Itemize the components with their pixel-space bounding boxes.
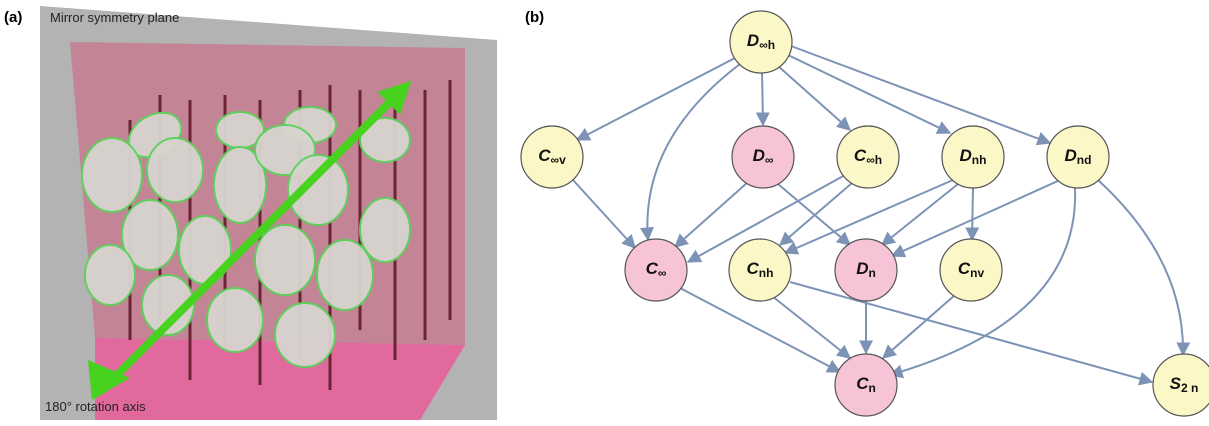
panel-label: (a) xyxy=(4,9,22,26)
panel-a: (a) Mirror symmetry plane 180° rotation … xyxy=(4,6,497,420)
node-subscript: nv xyxy=(970,266,984,280)
node-symbol: C xyxy=(646,259,659,278)
node-label: D∞ xyxy=(753,146,774,167)
node: C∞ xyxy=(624,238,688,302)
node-symbol: C xyxy=(854,146,867,165)
node: Cn xyxy=(834,353,898,417)
rotation-axis xyxy=(97,80,412,395)
node-label: Cn xyxy=(856,374,876,395)
node-subscript: nh xyxy=(972,153,987,167)
node-subscript: ∞ xyxy=(658,266,667,280)
node-circle xyxy=(1152,353,1209,417)
node-label: C∞v xyxy=(538,146,566,167)
node-subscript: ∞h xyxy=(866,153,882,167)
node-symbol: D xyxy=(960,146,972,165)
axis-head xyxy=(88,360,130,400)
node-circle xyxy=(836,125,900,189)
node-circle xyxy=(939,238,1003,302)
node: C∞v xyxy=(520,125,584,189)
node-circle xyxy=(834,353,898,417)
node-symbol: S xyxy=(1170,374,1182,393)
box-bottom xyxy=(95,338,465,420)
panel-label: (b) xyxy=(525,9,544,26)
node-symbol: D xyxy=(753,146,765,165)
node-subscript: ∞ xyxy=(765,153,774,167)
node-label: C∞ xyxy=(646,259,667,280)
node-label: S2 n xyxy=(1170,374,1199,395)
node: Dnd xyxy=(1046,125,1110,189)
node-subscript: n xyxy=(868,266,875,280)
node-label: Cnh xyxy=(747,259,774,280)
node-symbol: C xyxy=(538,146,551,165)
node-symbol: D xyxy=(747,31,759,50)
node-symbol: C xyxy=(747,259,760,278)
node: D∞h xyxy=(729,10,793,74)
node-subscript: ∞h xyxy=(759,38,775,52)
node-subscript: 2 n xyxy=(1181,381,1198,395)
discs xyxy=(81,106,411,368)
node-circle xyxy=(728,238,792,302)
node-subscript: nd xyxy=(1077,153,1092,167)
node: Dn xyxy=(834,238,898,302)
node-subscript: ∞v xyxy=(551,153,567,167)
node-symbol: C xyxy=(856,374,869,393)
node-label: D∞h xyxy=(747,31,775,52)
node: Cnh xyxy=(728,238,792,302)
node-label: Dnh xyxy=(960,146,987,167)
node-circle xyxy=(834,238,898,302)
node-circle xyxy=(1046,125,1110,189)
node: C∞h xyxy=(836,125,900,189)
node-circle xyxy=(731,125,795,189)
node-label: Dn xyxy=(856,259,876,280)
node: D∞ xyxy=(731,125,795,189)
node-symbol: D xyxy=(1065,146,1077,165)
node-subscript: nh xyxy=(759,266,774,280)
node-label: Dnd xyxy=(1065,146,1092,167)
node-circle xyxy=(941,125,1005,189)
edges xyxy=(572,45,1191,386)
axis-label: 180° rotation axis xyxy=(45,399,146,414)
node-symbol: C xyxy=(958,259,971,278)
node: S2 n xyxy=(1152,353,1209,417)
node-circle xyxy=(729,10,793,74)
node: Dnh xyxy=(941,125,1005,189)
node: Cnv xyxy=(939,238,1003,302)
node-label: C∞h xyxy=(854,146,882,167)
node-subscript: n xyxy=(868,381,875,395)
node-symbol: D xyxy=(856,259,868,278)
plane-label: Mirror symmetry plane xyxy=(50,10,179,25)
node-label: Cnv xyxy=(958,259,985,280)
node-circle xyxy=(520,125,584,189)
node-circle xyxy=(624,238,688,302)
